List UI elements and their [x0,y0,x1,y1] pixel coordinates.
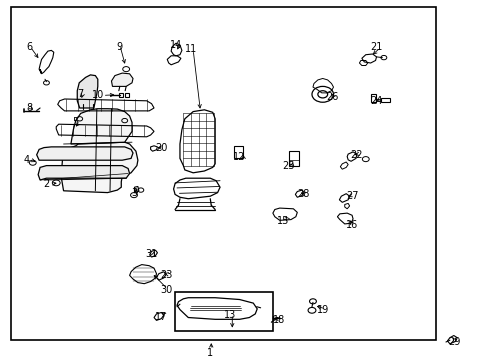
Text: 29: 29 [447,337,460,347]
Text: 4: 4 [24,155,30,165]
Bar [233,146,242,158]
Bar [119,93,122,97]
Text: 10: 10 [91,90,104,100]
Text: 12: 12 [233,152,245,162]
Text: 1: 1 [207,348,213,358]
Text: 28: 28 [296,189,309,199]
Polygon shape [77,75,98,108]
Text: 3: 3 [131,188,137,198]
Bar [288,151,299,166]
Text: 25: 25 [282,161,294,171]
Text: 21: 21 [369,42,382,52]
Polygon shape [71,109,132,144]
Text: 5: 5 [73,117,79,127]
Text: 6: 6 [26,42,32,52]
Text: 30: 30 [160,285,172,295]
Bar [125,93,129,97]
Text: 11: 11 [184,44,197,54]
Text: 18: 18 [272,315,285,325]
Text: 26: 26 [325,92,338,102]
Text: 9: 9 [117,42,122,52]
Text: 24: 24 [369,96,382,106]
Bar [175,292,272,331]
Polygon shape [61,142,138,193]
Text: 15: 15 [277,216,289,226]
Bar [370,94,375,102]
Text: 7: 7 [78,89,83,99]
Text: 19: 19 [316,305,328,315]
Bar [11,7,435,340]
Text: 13: 13 [223,310,236,320]
Text: 31: 31 [145,249,158,259]
Text: 23: 23 [160,270,172,280]
Text: 22: 22 [350,150,363,160]
Text: 14: 14 [169,40,182,50]
Text: 8: 8 [26,103,32,113]
Text: 17: 17 [155,312,167,322]
Bar [381,98,389,102]
Polygon shape [38,166,129,180]
Text: 20: 20 [155,143,167,153]
Text: 16: 16 [345,220,358,230]
Polygon shape [111,73,133,86]
Polygon shape [37,147,133,160]
Text: 2: 2 [43,179,49,189]
Text: 27: 27 [345,191,358,201]
